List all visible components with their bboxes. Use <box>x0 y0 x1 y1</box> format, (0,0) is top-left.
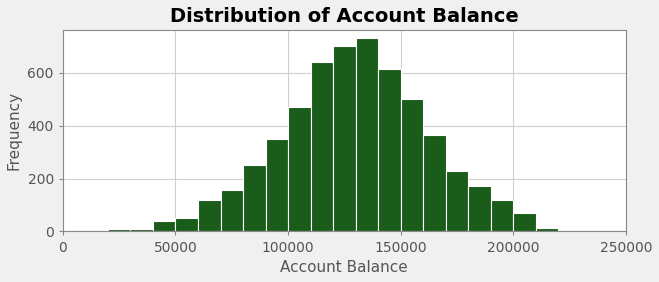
Bar <box>288 107 310 232</box>
Bar <box>378 69 401 232</box>
Bar <box>445 171 468 232</box>
Bar <box>130 229 153 232</box>
Bar <box>491 200 513 232</box>
Bar <box>536 228 558 232</box>
Bar <box>401 99 423 232</box>
Title: Distribution of Account Balance: Distribution of Account Balance <box>170 7 519 26</box>
Bar <box>266 139 288 232</box>
Bar <box>243 165 266 232</box>
Bar <box>513 213 536 232</box>
Bar <box>423 135 445 232</box>
X-axis label: Account Balance: Account Balance <box>281 260 408 275</box>
Bar <box>333 46 356 232</box>
Bar <box>468 186 491 232</box>
Bar <box>175 218 198 232</box>
Bar <box>221 190 243 232</box>
Bar <box>108 229 130 232</box>
Bar <box>310 62 333 232</box>
Y-axis label: Frequency: Frequency <box>7 91 22 170</box>
Bar <box>356 38 378 232</box>
Bar <box>153 221 175 232</box>
Bar <box>198 200 221 232</box>
